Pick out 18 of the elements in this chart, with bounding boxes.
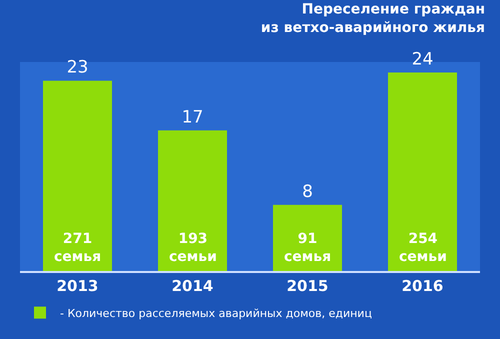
x-tick-label: 2016 (402, 277, 444, 295)
x-tick-label: 2014 (172, 277, 214, 295)
bar (158, 130, 227, 271)
annotation: 193 семьи (169, 231, 217, 266)
annotation: 254 семьи (399, 231, 447, 266)
data-label: 23 (66, 58, 88, 78)
data-label: 24 (412, 49, 434, 70)
annotation: 91 семья (284, 231, 332, 266)
legend-label: - Количество расселяемых аварийных домов, единиц (60, 306, 372, 320)
data-label: 17 (182, 107, 204, 128)
x-tick-label: 2015 (286, 277, 328, 295)
chart-title: Переселение граждан из ветхо-аварийного жилья (260, 2, 485, 36)
bar (273, 204, 342, 271)
data-label: 8 (302, 182, 313, 202)
annotation: 271 семья (54, 231, 102, 266)
bar (388, 72, 457, 271)
x-tick-label: 2013 (56, 277, 98, 295)
bar (43, 80, 112, 271)
